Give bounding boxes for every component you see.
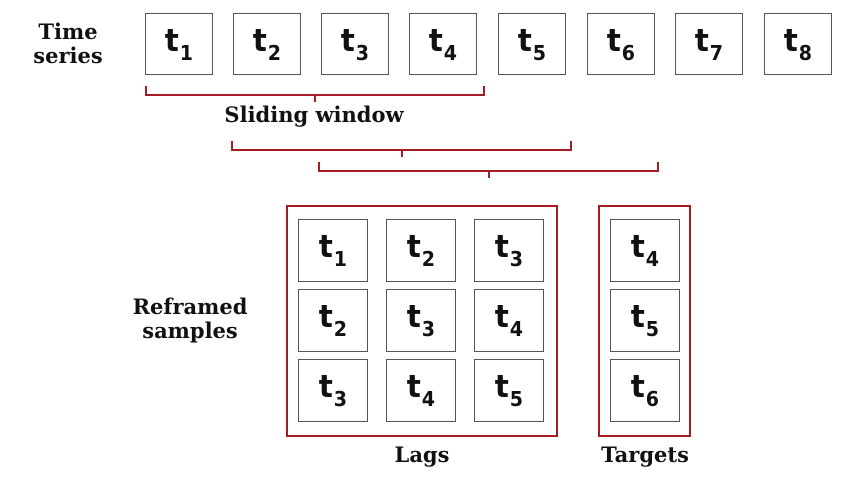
time-step-box: t7 [675,13,743,75]
window-bracket-3 [318,162,659,178]
time-step-box: t2 [233,13,301,75]
time-step-text: t7 [694,22,724,65]
time-series-label-line2: series [33,43,103,68]
lag-text: t2 [318,299,348,341]
lag-text: t5 [494,369,524,411]
time-step-text: t3 [340,22,370,65]
time-step-box: t1 [145,13,213,75]
lag-text: t4 [494,299,524,341]
target-box: t4 [610,219,680,282]
time-series-label: Time series [20,20,116,68]
time-step-text: t5 [517,22,547,65]
reframed-samples-label-line2: samples [142,318,238,343]
lag-box: t1 [298,219,368,282]
lag-box: t2 [386,219,456,282]
sliding-window-label: Sliding window [224,102,404,127]
lag-box: t3 [298,359,368,422]
target-text: t4 [630,229,660,271]
reframed-samples-label: Reframed samples [120,295,260,343]
lag-box: t4 [474,289,544,352]
lag-text: t3 [406,299,436,341]
lag-box: t3 [386,289,456,352]
lag-box: t4 [386,359,456,422]
lag-box: t2 [298,289,368,352]
window-bracket-2 [231,141,572,157]
lags-label: Lags [394,442,450,467]
time-step-box: t4 [409,13,477,75]
lag-text: t3 [318,369,348,411]
time-step-box: t8 [764,13,832,75]
lag-box: t5 [474,359,544,422]
lag-box: t3 [474,219,544,282]
targets-group [598,205,691,437]
target-box: t5 [610,289,680,352]
targets-label: Targets [601,442,689,467]
time-series-label-line1: Time [38,19,98,44]
target-box: t6 [610,359,680,422]
time-step-text: t6 [606,22,636,65]
lag-text: t4 [406,369,436,411]
time-step-box: t5 [498,13,566,75]
lag-text: t1 [318,229,348,271]
time-step-box: t6 [587,13,655,75]
target-text: t5 [630,299,660,341]
time-step-box: t3 [321,13,389,75]
time-step-text: t4 [428,22,458,65]
time-step-text: t1 [164,22,194,65]
reframed-samples-label-line1: Reframed [132,294,248,319]
window-bracket-1 [145,86,485,102]
lags-group [286,205,558,437]
time-step-text: t2 [252,22,282,65]
lag-text: t3 [494,229,524,271]
time-step-text: t8 [783,22,813,65]
lag-text: t2 [406,229,436,271]
target-text: t6 [630,369,660,411]
